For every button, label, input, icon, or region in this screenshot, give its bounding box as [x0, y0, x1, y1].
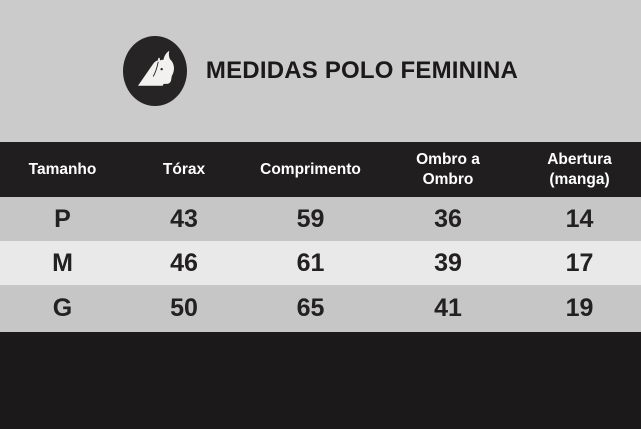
header-banner: MEDIDAS POLO FEMININA: [0, 0, 641, 142]
size-table: Tamanho Tórax Comprimento Ombro a Ombro …: [0, 142, 641, 332]
value-abertura-m: 17: [518, 241, 641, 285]
size-label-p: P: [0, 197, 125, 241]
value-torax-p: 43: [125, 197, 243, 241]
column-header-tamanho: Tamanho: [0, 142, 125, 197]
value-abertura-p: 14: [518, 197, 641, 241]
page-title: MEDIDAS POLO FEMININA: [205, 57, 519, 84]
value-torax-m: 46: [125, 241, 243, 285]
brand-logo: [122, 36, 187, 106]
value-torax-g: 50: [125, 285, 243, 332]
size-label-m: M: [0, 241, 125, 285]
value-comprimento-g: 65: [243, 285, 378, 332]
column-header-comprimento: Comprimento: [243, 142, 378, 197]
value-comprimento-m: 61: [243, 241, 378, 285]
column-header-ombro-a-ombro: Ombro a Ombro: [378, 142, 518, 197]
value-comprimento-p: 59: [243, 197, 378, 241]
rhino-icon: [137, 50, 174, 86]
size-label-g: G: [0, 285, 125, 332]
value-ombro-g: 41: [378, 285, 518, 332]
value-ombro-m: 39: [378, 241, 518, 285]
column-header-torax: Tórax: [125, 142, 243, 197]
column-header-abertura-manga: Abertura (manga): [518, 142, 641, 197]
footer-band: [0, 332, 641, 429]
value-ombro-p: 36: [378, 197, 518, 241]
value-abertura-g: 19: [518, 285, 641, 332]
